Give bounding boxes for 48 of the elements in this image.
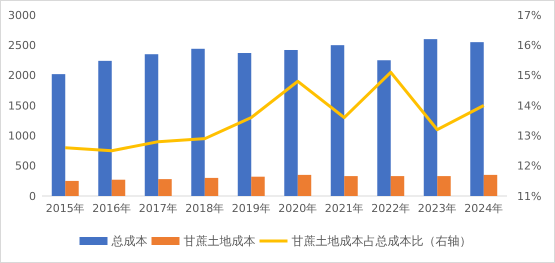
bar (112, 180, 126, 196)
bar (470, 42, 484, 196)
x-tick-label: 2018年 (185, 202, 224, 215)
bar (158, 179, 172, 196)
bar (52, 74, 66, 196)
x-tick-label: 2015年 (46, 202, 85, 215)
y2-tick-label: 11% (517, 190, 542, 203)
y-tick-label: 500 (15, 160, 36, 173)
x-tick-label: 2020年 (278, 202, 318, 215)
bar (484, 174, 498, 196)
y2-tick-label: 17% (517, 8, 542, 22)
y-tick-label: 2500 (8, 39, 36, 52)
x-tick-label: 2023年 (418, 202, 457, 215)
y-tick-label: 0 (29, 190, 36, 203)
bar (344, 176, 358, 196)
bar (424, 39, 438, 196)
bar (251, 176, 265, 196)
y-tick-label: 1500 (8, 99, 36, 112)
x-tick-label: 2016年 (92, 202, 132, 215)
y2-tick-label: 14% (517, 99, 542, 112)
bar (98, 60, 112, 196)
bar (144, 54, 158, 196)
bar (284, 50, 298, 196)
bar (437, 176, 451, 196)
x-tick-label: 2024年 (464, 202, 504, 215)
bar (330, 45, 344, 196)
legend-label: 甘蔗土地成本 (184, 234, 256, 248)
y2-tick-label: 13% (517, 130, 542, 143)
line-series (64, 70, 486, 152)
bar (238, 53, 252, 196)
bar (298, 174, 312, 196)
x-tick-label: 2017年 (138, 202, 178, 215)
y2-tick-label: 16% (517, 39, 542, 52)
legend-label: 总成本 (110, 234, 148, 248)
legend-label: 甘蔗土地成本占总成本比（右轴） (292, 234, 472, 248)
y2-tick-label: 15% (517, 69, 542, 82)
y2-tick-label: 12% (517, 160, 542, 173)
bar (65, 180, 79, 196)
y-tick-label: 3000 (8, 8, 36, 22)
bar (191, 48, 205, 196)
bar (377, 60, 391, 196)
bar (390, 176, 404, 196)
bar (204, 178, 218, 196)
x-tick-label: 2021年 (324, 202, 364, 215)
y-tick-label: 2000 (8, 69, 36, 82)
x-tick-label: 2022年 (371, 202, 410, 215)
y-tick-label: 1000 (8, 130, 36, 143)
x-tick-label: 2019年 (232, 202, 271, 215)
